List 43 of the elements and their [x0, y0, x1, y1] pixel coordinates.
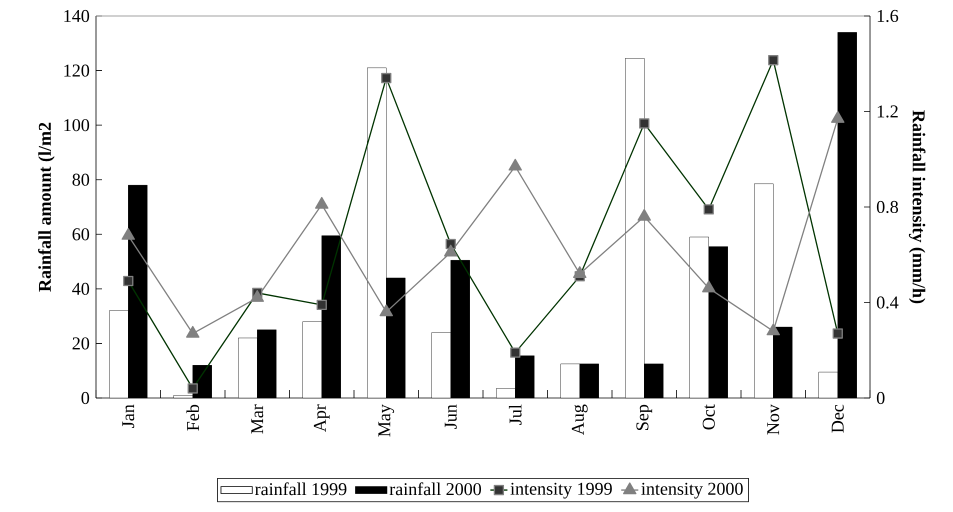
y2-axis-title: Rainfall intensity (mm/h)	[908, 110, 926, 304]
x-tick-label: Aug	[572, 404, 588, 436]
point	[250, 290, 264, 302]
y-tick-label: 100	[64, 119, 90, 132]
legend-label: intensity 1999	[510, 482, 612, 499]
y2-tick-label: 0.4	[876, 296, 898, 309]
y-tick-label: 120	[64, 64, 90, 77]
x-tick-label: Jun	[444, 404, 457, 429]
point	[638, 208, 651, 221]
point	[831, 111, 844, 123]
y-tick-label: 40	[72, 282, 90, 295]
y2-tick-label: 1.6	[878, 10, 898, 22]
point	[380, 304, 393, 316]
point	[186, 326, 200, 338]
point	[444, 244, 458, 257]
x-tick-label: Nov	[767, 404, 780, 435]
point	[702, 280, 716, 292]
y-axis-title: Rainfall amount (l/m2	[38, 122, 55, 292]
y-tick-label: 60	[72, 228, 90, 240]
legend-label: intensity 2000	[641, 482, 743, 499]
y-tick-label: 0	[81, 392, 90, 404]
legend-label: rainfall 2000	[390, 482, 482, 496]
point	[315, 196, 328, 209]
y-tick-label: 20	[72, 337, 90, 350]
y-tick-label: 140	[64, 10, 90, 22]
x-tick-label: Dec	[832, 404, 844, 433]
point	[573, 266, 586, 278]
x-tick-label: Apr	[314, 404, 330, 432]
x-tick-label: Feb	[186, 404, 200, 431]
point	[508, 158, 522, 171]
x-tick-label: Oct	[702, 404, 715, 430]
y2-tick-label: 0	[876, 392, 885, 404]
x-tick-label: Jul	[508, 404, 522, 425]
point	[766, 324, 780, 336]
y2-tick-label: 1.2	[878, 105, 898, 118]
legend-label: rainfall 1999	[255, 482, 346, 496]
point	[122, 228, 135, 240]
x-tick-label: Mar	[251, 404, 264, 434]
x-tick-label: Jan	[122, 404, 134, 428]
x-tick-label: Sep	[636, 404, 652, 430]
x-tick-label: May	[378, 404, 394, 437]
y-tick-label: 80	[72, 174, 90, 186]
y2-tick-label: 0.8	[876, 200, 898, 214]
